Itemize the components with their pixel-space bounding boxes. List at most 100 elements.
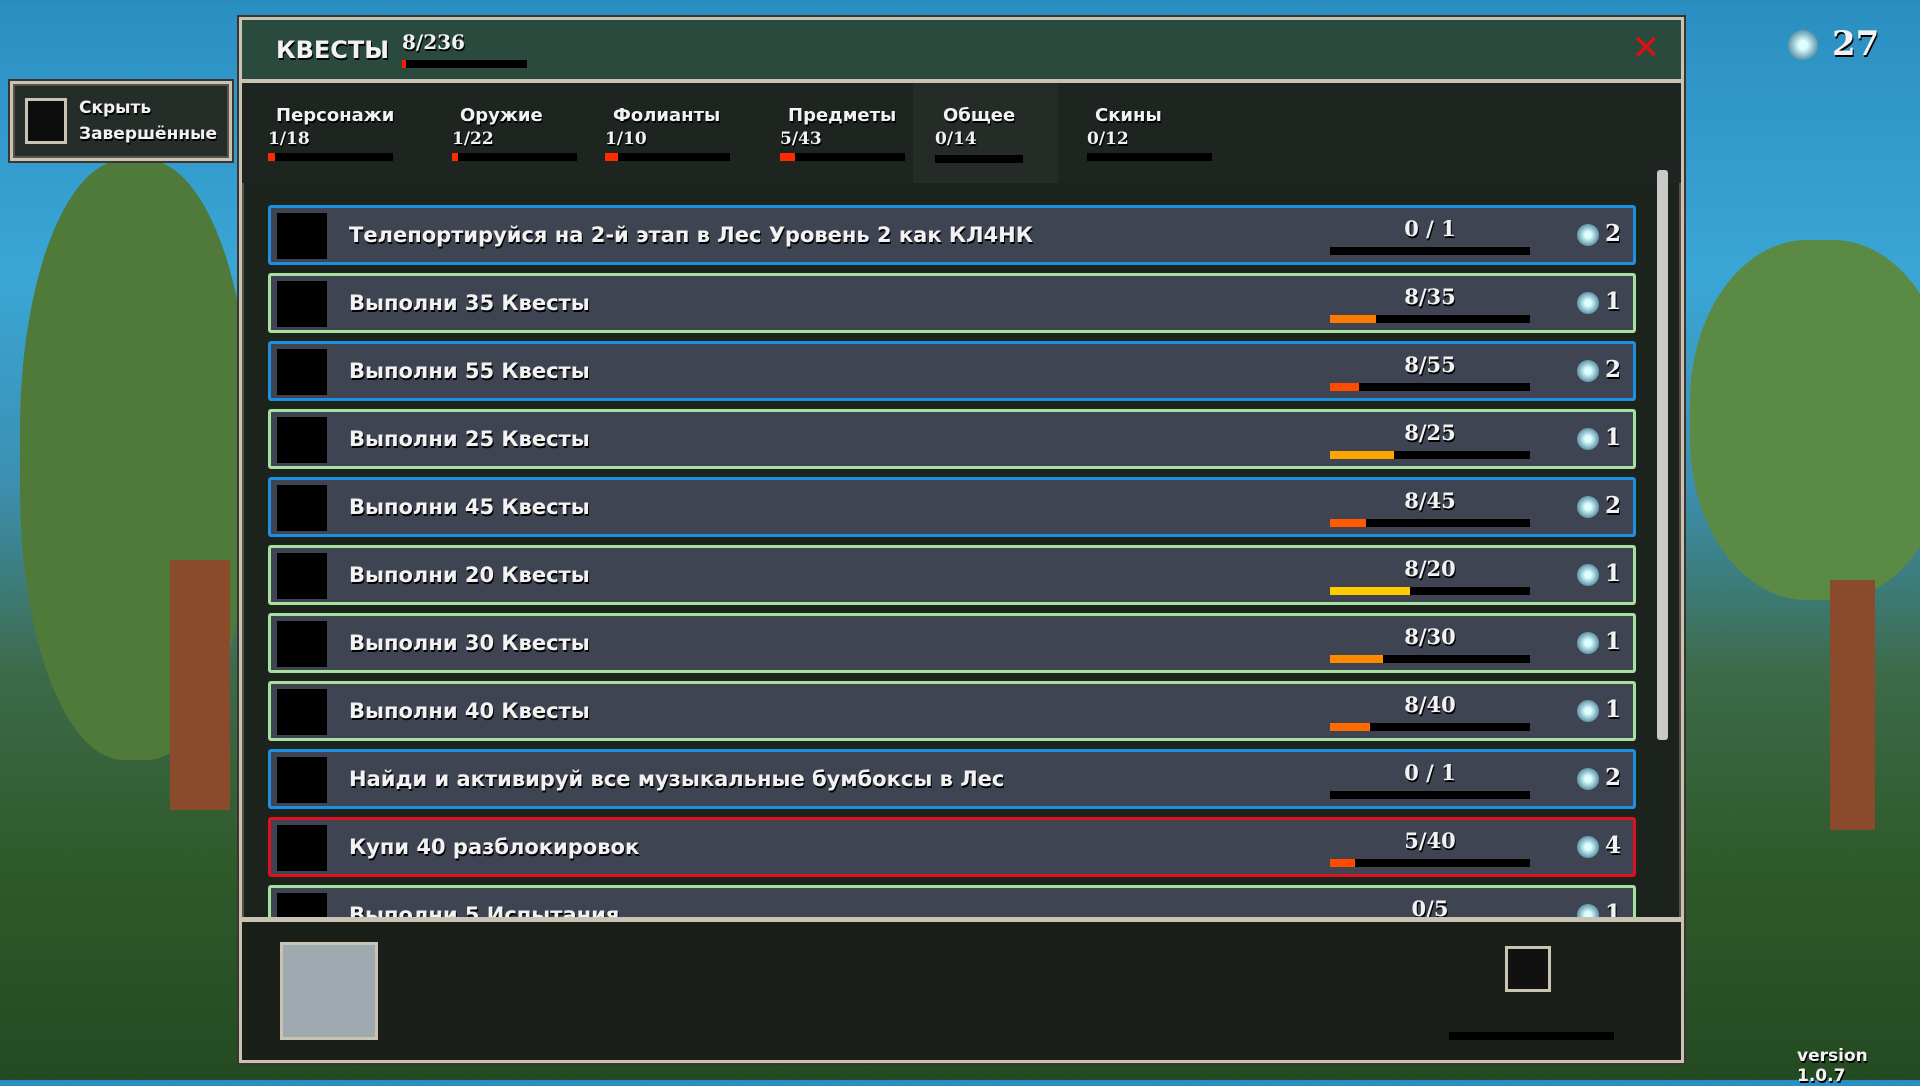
total-progress-bar xyxy=(402,60,527,68)
quests-panel: КВЕСТЫ 8/236 ✕ Персонажи 1/18 Оружие 1/2… xyxy=(239,17,1684,1063)
tab-label: Общее xyxy=(943,105,1016,126)
close-icon[interactable]: ✕ xyxy=(1631,28,1661,68)
beast-icon xyxy=(277,485,327,531)
version-label: version 1.0.7 xyxy=(1797,1046,1868,1086)
tab-progress-bar xyxy=(268,153,393,161)
quest-name: Телепортируйся на 2-й этап в Лес Уровень… xyxy=(349,223,1033,247)
tab-label: Персонажи xyxy=(276,105,395,126)
quest-progress-text: 0/5 xyxy=(1411,896,1449,921)
gem-icon xyxy=(1577,428,1599,450)
arrow-right-icon xyxy=(277,621,327,667)
panel-header: КВЕСТЫ 8/236 ✕ xyxy=(242,20,1681,83)
quest-progress-bar xyxy=(1330,723,1530,731)
quest-name: Купи 40 разблокировок xyxy=(349,835,640,859)
gem-icon xyxy=(1577,292,1599,314)
tab-progress-bar xyxy=(935,155,1023,163)
quest-reward: 1 xyxy=(1605,628,1622,655)
x-icon xyxy=(277,689,327,735)
quest-name: Выполни 20 Квесты xyxy=(349,563,590,587)
tab-2[interactable]: Фолианты 1/10 xyxy=(605,83,735,183)
quest-progress-text: 0 / 1 xyxy=(1404,760,1456,785)
quest-row[interactable]: Выполни 55 Квесты 8/55 2 xyxy=(268,341,1636,401)
tab-count: 0/12 xyxy=(1087,129,1129,149)
scrollbar[interactable] xyxy=(1657,170,1668,740)
quest-reward: 1 xyxy=(1605,424,1622,451)
tree-right xyxy=(1690,240,1920,600)
gem-icon xyxy=(1577,496,1599,518)
hide-label-line1: Скрыть xyxy=(79,98,152,118)
page-title: КВЕСТЫ xyxy=(276,36,390,64)
tab-bar: Персонажи 1/18 Оружие 1/22 Фолианты 1/10… xyxy=(242,83,1681,183)
hide-label-line2: Завершённые xyxy=(79,124,217,144)
tree-trunk-right xyxy=(1830,580,1875,830)
tab-1[interactable]: Оружие 1/22 xyxy=(452,83,582,183)
card-icon xyxy=(277,825,327,871)
quest-row[interactable]: Выполни 20 Квесты 8/20 1 xyxy=(268,545,1636,605)
tab-3[interactable]: Предметы 5/43 xyxy=(780,83,910,183)
quest-progress-text: 0 / 1 xyxy=(1404,216,1456,241)
gem-icon xyxy=(1577,360,1599,382)
tab-label: Скины xyxy=(1095,105,1162,126)
boombox-icon xyxy=(277,757,327,803)
quest-name: Выполни 35 Квесты xyxy=(349,291,590,315)
quest-progress-text: 8/30 xyxy=(1404,624,1456,649)
hide-completed-toggle[interactable]: Скрыть Завершённые xyxy=(10,81,232,161)
quest-reward: 2 xyxy=(1605,356,1622,383)
quest-row[interactable]: Выполни 25 Квесты 8/25 1 xyxy=(268,409,1636,469)
square-icon xyxy=(277,213,327,259)
quest-reward: 1 xyxy=(1605,696,1622,723)
quest-reward: 2 xyxy=(1605,764,1622,791)
gem-icon xyxy=(1577,564,1599,586)
quest-progress-text: 8/40 xyxy=(1404,692,1456,717)
quest-row[interactable]: Купи 40 разблокировок 5/40 4 xyxy=(268,817,1636,877)
quest-progress-bar xyxy=(1330,791,1530,799)
quest-progress-bar xyxy=(1330,519,1530,527)
quest-row[interactable]: Телепортируйся на 2-й этап в Лес Уровень… xyxy=(268,205,1636,265)
quest-row[interactable]: Найди и активируй все музыкальные бумбок… xyxy=(268,749,1636,809)
tab-5[interactable]: Скины 0/12 xyxy=(1087,83,1217,183)
quest-reward: 2 xyxy=(1605,492,1622,519)
gem-icon xyxy=(1788,30,1818,60)
quest-name: Выполни 30 Квесты xyxy=(349,631,590,655)
quest-row[interactable]: Выполни 30 Квесты 8/30 1 xyxy=(268,613,1636,673)
selected-quest-image xyxy=(280,942,378,1040)
tab-count: 1/18 xyxy=(268,129,310,149)
quest-row[interactable]: Выполни 5 Испытания 0/5 1 xyxy=(268,885,1636,935)
splat-icon xyxy=(277,349,327,395)
tab-4[interactable]: Общее 0/14 xyxy=(913,83,1058,183)
quest-row[interactable]: Выполни 40 Квесты 8/40 1 xyxy=(268,681,1636,741)
tree-trunk-left xyxy=(170,560,230,810)
quest-progress-text: 8/20 xyxy=(1404,556,1456,581)
refresh-icon xyxy=(277,553,327,599)
quest-progress-bar xyxy=(1330,247,1530,255)
quest-name: Найди и активируй все музыкальные бумбок… xyxy=(349,767,1005,791)
quest-name: Выполни 55 Квесты xyxy=(349,359,590,383)
quest-reward: 1 xyxy=(1605,288,1622,315)
quest-progress-bar xyxy=(1330,859,1530,867)
tab-label: Фолианты xyxy=(613,105,721,126)
tab-progress-bar xyxy=(605,153,730,161)
tab-0[interactable]: Персонажи 1/18 xyxy=(268,83,398,183)
reward-slot xyxy=(1505,946,1551,992)
quest-reward: 2 xyxy=(1605,220,1622,247)
diamond-icon xyxy=(277,281,327,327)
quest-progress-text: 8/45 xyxy=(1404,488,1456,513)
tab-label: Предметы xyxy=(788,105,897,126)
crossed-swords-icon xyxy=(277,417,327,463)
gem-icon xyxy=(1577,632,1599,654)
quest-reward: 1 xyxy=(1605,560,1622,587)
checkbox[interactable] xyxy=(25,98,67,144)
quest-progress-text: 8/25 xyxy=(1404,420,1456,445)
quest-row[interactable]: Выполни 35 Квесты 8/35 1 xyxy=(268,273,1636,333)
tab-count: 0/14 xyxy=(935,129,977,149)
quest-progress-text: 8/55 xyxy=(1404,352,1456,377)
quest-reward: 4 xyxy=(1605,832,1622,859)
quest-progress-bar xyxy=(1330,315,1530,323)
gem-icon xyxy=(1577,700,1599,722)
detail-progress-bar xyxy=(1449,1032,1614,1040)
detail-area xyxy=(242,917,1681,1060)
tab-progress-bar xyxy=(1087,153,1212,161)
quest-name: Выполни 25 Квесты xyxy=(349,427,590,451)
quest-row[interactable]: Выполни 45 Квесты 8/45 2 xyxy=(268,477,1636,537)
tab-progress-bar xyxy=(452,153,577,161)
